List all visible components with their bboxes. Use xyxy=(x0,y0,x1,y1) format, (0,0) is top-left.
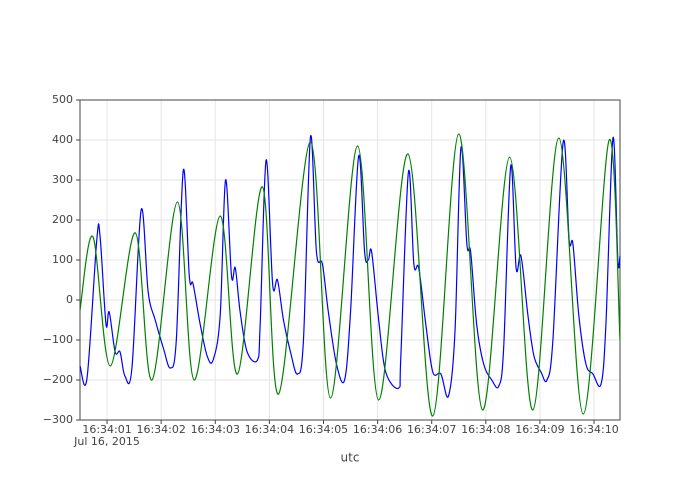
x-date-label: Jul 16, 2015 xyxy=(73,435,140,448)
x-axis-title: utc xyxy=(341,451,360,465)
x-tick-label: 16:34:07 xyxy=(407,423,456,436)
x-tick-label: 16:34:01 xyxy=(82,423,131,436)
x-tick-label: 16:34:02 xyxy=(136,423,185,436)
x-tick-label: 16:34:10 xyxy=(569,423,618,436)
x-tick-label: 16:34:08 xyxy=(461,423,510,436)
data-line xyxy=(79,134,621,398)
x-tick-label: 16:34:03 xyxy=(191,423,240,436)
y-tick-label: 500 xyxy=(52,93,73,106)
y-tick-label: 200 xyxy=(52,213,73,226)
y-tick-label: −200 xyxy=(43,373,73,386)
y-tick-label: 0 xyxy=(66,293,73,306)
y-tick-label: 400 xyxy=(52,133,73,146)
y-tick-label: −100 xyxy=(43,333,73,346)
data-line xyxy=(79,133,621,417)
y-tick-label: 300 xyxy=(52,173,73,186)
x-tick-label: 16:34:05 xyxy=(299,423,348,436)
x-tick-label: 16:34:04 xyxy=(245,423,294,436)
x-tick-label: 16:34:09 xyxy=(515,423,564,436)
y-tick-label: −300 xyxy=(43,413,73,426)
x-tick-label: 16:34:06 xyxy=(353,423,402,436)
y-tick-label: 100 xyxy=(52,253,73,266)
